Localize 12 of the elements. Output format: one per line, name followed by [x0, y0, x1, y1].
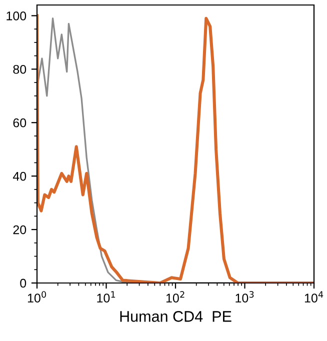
- x-tick-label: 10$^{2}$: [166, 291, 184, 303]
- x-tick-label: 10$^{3}$: [236, 291, 254, 303]
- y-tick-label: 40: [12, 172, 26, 181]
- x-axis-title: Human CD4 PE: [120, 311, 232, 322]
- y-tick-label: 0: [20, 278, 26, 288]
- y-tick-label: 100: [6, 11, 26, 20]
- x-tick-label: 10$^{0}$: [28, 291, 46, 303]
- x-tick-label: 10$^{1}$: [97, 291, 116, 303]
- y-tick-label: 80: [13, 64, 26, 74]
- y-tick-label: 60: [13, 118, 26, 128]
- x-tick-label: 10$^{4}$: [304, 291, 324, 303]
- y-tick-label: 20: [13, 225, 26, 234]
